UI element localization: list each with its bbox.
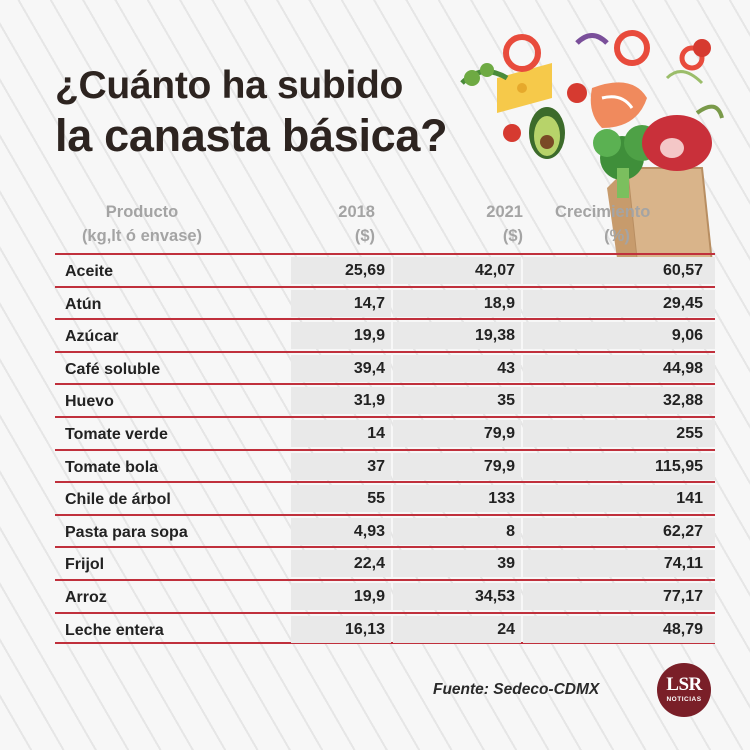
header-product-label: Producto [105, 203, 179, 221]
table-row: Huevo 31,9 35 32,88 [55, 383, 715, 416]
lsr-logo: LSR NOTICIAS [657, 663, 711, 717]
cell-product: Chile de árbol [65, 491, 171, 509]
cell-2018: 14,7 [291, 289, 391, 317]
cell-2021: 34,53 [393, 582, 521, 610]
cell-2018: 4,93 [291, 517, 391, 545]
cell-2018: 39,4 [291, 354, 391, 382]
header-2021: 2021 ($) [415, 200, 523, 248]
grocery-bag-vegetables-icon [460, 30, 724, 264]
header-product: Producto (kg,lt ó envase) [67, 200, 217, 248]
table-row: Tomate bola 37 79,9 115,95 [55, 448, 715, 482]
cell-growth: 74,11 [523, 550, 715, 578]
title-line-1: ¿Cuánto ha subido [55, 64, 404, 107]
cell-2021: 18,9 [393, 289, 521, 317]
table-row: Tomate verde 14 79,9 255 [55, 415, 715, 449]
header-growth: Crecimiento (%) [555, 200, 695, 248]
header-2021-label: 2021 [486, 203, 523, 221]
cell-product: Frijol [65, 556, 105, 574]
header-2018: 2018 ($) [275, 200, 375, 248]
table-row: Frijol 22,4 39 74,11 [55, 546, 715, 579]
cell-growth: 77,17 [523, 582, 715, 610]
cell-2021: 79,9 [393, 452, 521, 480]
cell-product: Tomate verde [65, 425, 168, 443]
page-title: ¿Cuánto ha subido la canasta básica? [55, 66, 515, 158]
cell-2021: 43 [393, 354, 521, 382]
cell-product: Aceite [65, 263, 114, 280]
cell-2018: 55 [291, 485, 391, 513]
header-product-unit: (kg,lt ó envase) [81, 227, 203, 245]
cell-product: Arroz [65, 588, 107, 606]
cell-2021: 133 [393, 485, 521, 513]
cell-growth: 44,98 [523, 354, 715, 382]
logo-sub: NOTICIAS [666, 696, 702, 703]
cell-growth: 32,88 [523, 387, 715, 415]
cell-2018: 14 [291, 419, 391, 447]
table-row: Atún 14,7 18,9 29,45 [55, 285, 715, 319]
cell-2021: 35 [393, 387, 521, 415]
cell-2018: 37 [291, 452, 391, 480]
logo-main: LSR [666, 674, 702, 695]
header-growth-unit: (%) [604, 227, 630, 245]
title-line-2: la canasta básica? [55, 110, 448, 161]
cell-growth: 48,79 [523, 615, 715, 643]
header-2018-label: 2018 [338, 203, 375, 221]
cell-2021: 8 [393, 517, 521, 545]
cell-product: Pasta para sopa [65, 523, 188, 541]
table-header: Producto (kg,lt ó envase) 2018 ($) 2021 … [55, 200, 715, 252]
cell-product: Azúcar [65, 328, 119, 346]
cell-growth: 62,27 [523, 517, 715, 545]
cell-growth: 255 [523, 419, 715, 447]
cell-2021: 79,9 [393, 419, 521, 447]
cell-growth: 60,57 [523, 257, 715, 284]
cell-2018: 16,13 [291, 615, 391, 643]
cell-2018: 31,9 [291, 387, 391, 415]
cell-growth: 115,95 [523, 452, 715, 480]
table-row: Chile de árbol 55 133 141 [55, 481, 715, 514]
table-row: Aceite 25,69 42,07 60,57 [55, 253, 715, 286]
cell-2018: 19,9 [291, 582, 391, 610]
cell-2021: 19,38 [393, 322, 521, 350]
header-2021-unit: ($) [502, 227, 523, 245]
cell-2018: 25,69 [291, 257, 391, 284]
cell-2021: 42,07 [393, 257, 521, 284]
cell-product: Atún [65, 295, 102, 313]
cell-product: Tomate bola [65, 458, 159, 476]
cell-growth: 141 [523, 485, 715, 513]
cell-2018: 19,9 [291, 322, 391, 350]
table-row: Pasta para sopa 4,93 8 62,27 [55, 513, 715, 547]
cell-product: Café soluble [65, 360, 161, 378]
price-table: Aceite 25,69 42,07 60,57 Atún 14,7 18,9 29,45 Az… [55, 253, 715, 645]
header-2018-unit: ($) [354, 227, 375, 245]
cell-product: Huevo [65, 393, 114, 411]
cell-2021: 24 [393, 615, 521, 643]
table-row: Café soluble 39,4 43 44,98 [55, 350, 715, 384]
cell-2021: 39 [393, 550, 521, 578]
cell-growth: 9,06 [523, 322, 715, 350]
cell-product: Leche entera [65, 621, 164, 639]
table-row: Azúcar 19,9 19,38 9,06 [55, 318, 715, 351]
cell-growth: 29,45 [523, 289, 715, 317]
source-note: Fuente: Sedeco-CDMX [433, 681, 600, 698]
table-row: Arroz 19,9 34,53 77,17 [55, 578, 715, 612]
table-row: Leche entera 16,13 24 48,79 [55, 611, 715, 645]
header-growth-label: Crecimiento [555, 203, 651, 221]
cell-2018: 22,4 [291, 550, 391, 578]
